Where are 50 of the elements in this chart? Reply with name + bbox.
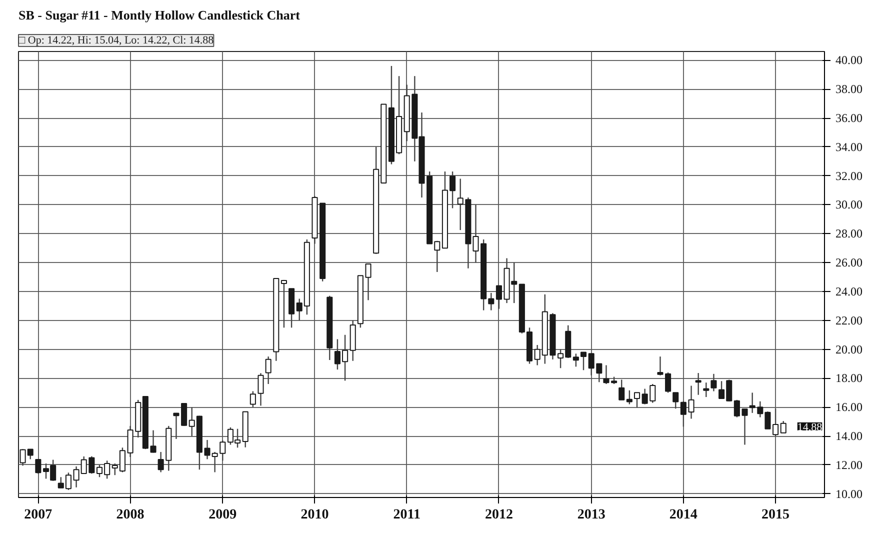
chart-title: SB - Sugar #11 - Montly Hollow Candlestick Chart <box>18 8 301 22</box>
y-tick-label: 34.00 <box>836 140 862 154</box>
candlestick <box>258 372 264 406</box>
candlestick <box>634 392 640 408</box>
y-tick-label: 14.00 <box>836 429 862 444</box>
candlestick <box>657 356 664 376</box>
x-tick-label: 2013 <box>577 508 606 522</box>
x-tick-label: 2011 <box>393 508 420 522</box>
candlestick <box>572 353 579 368</box>
y-tick-label: 12.00 <box>836 458 862 472</box>
y-tick-label: 32.00 <box>836 168 862 183</box>
candlestick <box>280 279 287 328</box>
y-tick-label: 38.00 <box>836 82 862 96</box>
y-tick-label: 30.00 <box>836 198 862 212</box>
candlestick <box>703 382 710 398</box>
y-tick-label: 28.00 <box>836 226 862 241</box>
candlestick <box>603 364 610 385</box>
y-tick-label: 20.00 <box>836 342 862 356</box>
y-tick-label: 40.00 <box>836 53 862 68</box>
candlestick <box>618 379 625 401</box>
candlestick <box>250 390 256 408</box>
candlestick <box>626 390 632 405</box>
candlestick <box>695 372 702 396</box>
x-tick-label: 2012 <box>484 508 513 522</box>
candlestick <box>265 356 272 385</box>
x-tick-label: 2009 <box>208 508 237 522</box>
candlestick <box>580 352 587 371</box>
candlestick <box>35 458 42 474</box>
y-tick-label: 10.00 <box>836 486 862 501</box>
y-tick-label: 26.00 <box>836 256 862 270</box>
candlestick <box>220 440 226 462</box>
candlestick <box>181 402 188 427</box>
x-tick-label: 2010 <box>300 508 329 522</box>
candlestick <box>772 408 779 437</box>
candlestick <box>496 285 502 310</box>
candlestick <box>173 412 180 440</box>
candlestick <box>672 392 679 410</box>
x-tick-label: 2008 <box>116 508 144 522</box>
candlestick <box>665 372 672 394</box>
candlestick <box>710 373 717 392</box>
annotation: 14.88 <box>797 421 823 434</box>
y-tick-label: 16.00 <box>836 400 862 414</box>
y-tick-label: 24.00 <box>836 284 862 298</box>
y-tick-label: 22.00 <box>836 313 862 328</box>
y-tick-label: 36.00 <box>836 111 862 125</box>
x-tick-label: 2007 <box>24 508 52 522</box>
x-tick-label: 2015 <box>762 508 790 522</box>
x-tick-label: 2014 <box>669 508 698 522</box>
y-tick-label: 18.00 <box>836 371 862 386</box>
candlestick <box>780 420 786 434</box>
